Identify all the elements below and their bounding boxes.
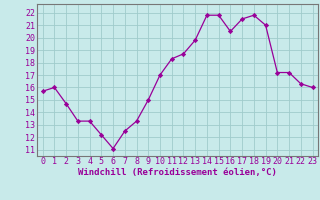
X-axis label: Windchill (Refroidissement éolien,°C): Windchill (Refroidissement éolien,°C) xyxy=(78,168,277,177)
